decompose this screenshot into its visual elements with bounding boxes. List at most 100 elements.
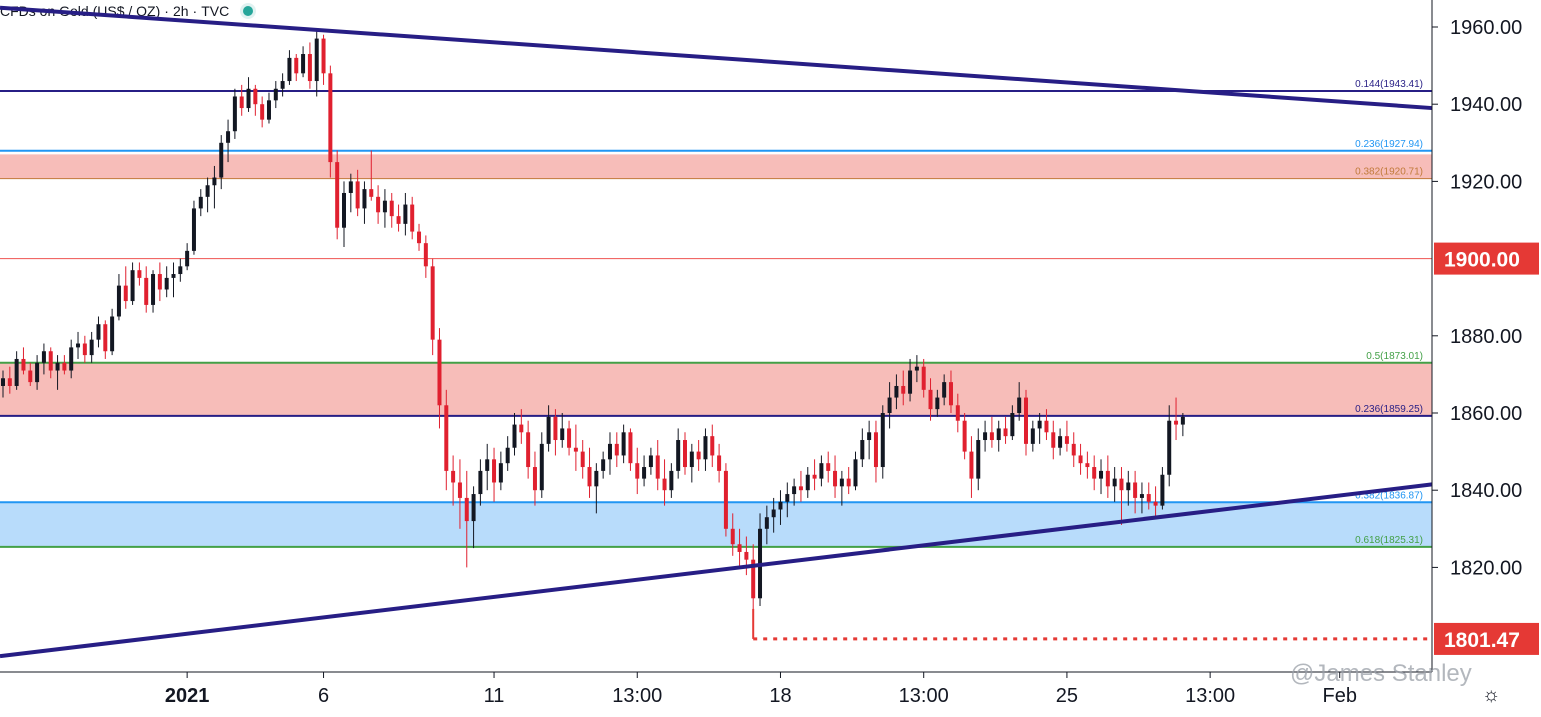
candle-body — [430, 266, 435, 340]
gear-icon[interactable]: ☼ — [1482, 684, 1501, 706]
candle-body — [532, 467, 537, 491]
candle-body — [914, 366, 919, 371]
zone-band — [0, 154, 1432, 179]
candle-body — [580, 451, 585, 468]
candle-body — [62, 362, 67, 371]
candle-body — [942, 382, 947, 398]
candle-body — [362, 189, 367, 209]
candle-body — [805, 474, 810, 491]
candle-body — [676, 440, 681, 471]
candle-body — [955, 405, 960, 421]
x-tick-label: 13:00 — [899, 685, 949, 707]
fib-level-label: 0.382(1920.71) — [1355, 167, 1423, 178]
fib-level-label: 0.618(1825.31) — [1355, 535, 1423, 546]
candle-body — [130, 270, 135, 302]
candle-body — [1092, 467, 1097, 479]
candle-body — [1167, 420, 1172, 475]
candle-body — [328, 73, 333, 163]
candle-body — [1180, 416, 1185, 425]
candle-body — [1139, 494, 1144, 498]
candle-body — [894, 385, 899, 398]
candle-body — [792, 486, 797, 495]
candle-body — [710, 436, 715, 456]
price-badge-label: 1900.00 — [1444, 249, 1520, 272]
x-tick-label: 25 — [1056, 685, 1078, 707]
candle-body — [403, 204, 408, 224]
candle-body — [157, 274, 162, 290]
price-badge-label: 1801.47 — [1444, 629, 1520, 652]
candle-body — [833, 470, 838, 487]
candle-body — [519, 424, 524, 433]
candle-body — [219, 142, 224, 178]
y-tick-label: 1920.00 — [1450, 171, 1522, 193]
candle-body — [423, 243, 428, 267]
candle-body — [1078, 455, 1083, 464]
price-badge — [1434, 622, 1539, 655]
candle-body — [1064, 436, 1069, 444]
candle-body — [1037, 420, 1042, 429]
y-tick-label: 1940.00 — [1450, 94, 1522, 116]
fib-level-label: 0.5(1873.01) — [1366, 351, 1423, 362]
candle-body — [614, 443, 619, 456]
candle-body — [355, 181, 360, 209]
candle-body — [983, 432, 988, 441]
candle-body — [935, 397, 940, 410]
candle-body — [266, 100, 271, 120]
candle-body — [437, 339, 442, 406]
candle-body — [1044, 420, 1049, 433]
candle-body — [144, 277, 149, 305]
candle-body — [389, 200, 394, 217]
candle-body — [587, 467, 592, 487]
candle-body — [444, 405, 449, 471]
fib-level-label: 0.236(1927.94) — [1355, 139, 1423, 150]
x-tick-label: 11 — [484, 685, 505, 707]
zone-band — [0, 502, 1432, 547]
y-tick-label: 1880.00 — [1450, 326, 1522, 348]
candle-body — [185, 250, 190, 267]
fib-level-label: 0.236(1859.25) — [1355, 404, 1423, 415]
candle-body — [1119, 478, 1124, 491]
candle-body — [737, 544, 742, 552]
candle-body — [921, 366, 926, 390]
candle-body — [669, 470, 674, 491]
candle-body — [887, 397, 892, 413]
candle-body — [110, 316, 115, 352]
candle-body — [1174, 420, 1179, 425]
interval-label[interactable]: 2h — [172, 3, 189, 19]
candle-body — [512, 424, 517, 448]
candle-body — [260, 104, 265, 120]
y-tick-label: 1840.00 — [1450, 480, 1522, 502]
candle-body — [41, 351, 46, 363]
time-axis: 2021 6 11 13:00 18 13:00 25 13:00 Feb — [0, 671, 1541, 717]
candle-body — [962, 420, 967, 452]
candle-body — [21, 358, 26, 371]
candle-body — [382, 200, 387, 213]
candle-body — [301, 54, 306, 74]
candle-body — [723, 470, 728, 529]
candle-body — [505, 447, 510, 464]
candle-body — [376, 196, 381, 213]
candle-body — [798, 486, 803, 491]
candle-body — [464, 497, 469, 522]
separator-dot: · — [164, 3, 169, 19]
candle-body — [1099, 470, 1104, 479]
candle-body — [1, 378, 5, 386]
candle-body — [253, 88, 258, 105]
candle-body — [321, 38, 326, 74]
author-watermark: @James Stanley — [1290, 660, 1472, 687]
candle-body — [560, 428, 565, 441]
trendline — [0, 5, 1433, 111]
y-tick-label: 1820.00 — [1450, 557, 1522, 579]
fib-level-label: 0.382(1836.87) — [1355, 490, 1423, 501]
x-tick-label: 13:00 — [612, 685, 662, 707]
candle-body — [1051, 432, 1056, 448]
candle-body — [1146, 494, 1151, 502]
candle-body — [35, 362, 40, 383]
candle-body — [335, 162, 340, 228]
market-status-icon — [243, 6, 254, 16]
candle-body — [7, 378, 12, 386]
candle-body — [451, 470, 456, 483]
candle-body — [969, 451, 974, 479]
candle-body — [89, 339, 94, 356]
